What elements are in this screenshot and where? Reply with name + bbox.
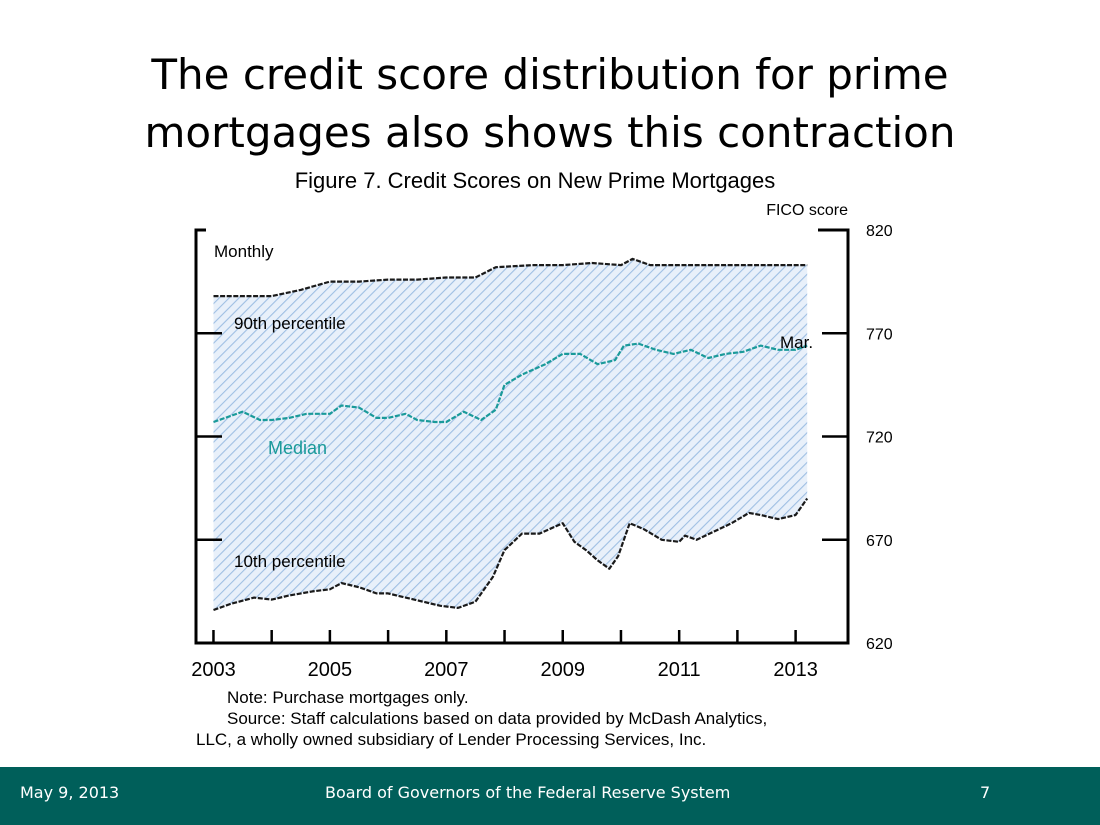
label-90th-percentile: 90th percentile — [234, 314, 346, 333]
x-tick-label: 2009 — [541, 659, 586, 681]
chart-frame — [194, 228, 850, 645]
y-tick-label: 770 — [866, 326, 893, 343]
note-line-3: LLC, a wholly owned subsidiary of Lender… — [196, 730, 707, 749]
footer-organization: Board of Governors of the Federal Reserv… — [325, 783, 731, 802]
slide-title: The credit score distribution for prime … — [0, 46, 1100, 162]
y-tick-label: 720 — [866, 430, 893, 447]
series-lines — [213, 257, 809, 612]
note-line-2: Source: Staff calculations based on data… — [227, 709, 768, 728]
end-label-mar: Mar. — [780, 333, 813, 352]
chart-border — [194, 228, 850, 645]
label-median: Median — [268, 438, 327, 458]
y-tick-label: 670 — [866, 533, 893, 550]
label-10th-percentile: 10th percentile — [234, 552, 346, 571]
x-tick-label: 2013 — [773, 659, 818, 681]
slide-title-line-1: The credit score distribution for prime — [151, 50, 949, 99]
y-tick-label: 620 — [866, 636, 893, 653]
footer-page-number: 7 — [980, 783, 991, 802]
x-tick-label: 2011 — [658, 659, 701, 681]
footer-date: May 9, 2013 — [20, 783, 120, 802]
line-90th-percentile — [213, 257, 808, 298]
slide-title-line-2: mortgages also shows this contraction — [144, 108, 956, 157]
x-tick-label: 2007 — [424, 659, 469, 681]
footer-bar: May 9, 2013 Board of Governors of the Fe… — [0, 767, 1100, 825]
line-10th-percentile — [213, 497, 809, 612]
credit-score-chart: Figure 7. Credit Scores on New Prime Mor… — [191, 168, 893, 681]
x-tick-label: 2003 — [191, 659, 236, 681]
percentile-band-area — [213, 258, 808, 610]
frequency-label: Monthly — [214, 242, 274, 261]
x-tick-label: 2005 — [308, 659, 353, 681]
y-axis-label: FICO score — [766, 202, 848, 219]
line-median — [213, 342, 808, 424]
axis-ticks: 620 670 720 770 820 2003 2005 2007 2009 2011 2013 — [191, 223, 893, 681]
y-tick-label: 820 — [866, 223, 893, 240]
note-line-1: Note: Purchase mortgages only. — [227, 688, 469, 707]
percentile-band — [213, 258, 808, 610]
figure-title: Figure 7. Credit Scores on New Prime Mor… — [295, 168, 776, 193]
